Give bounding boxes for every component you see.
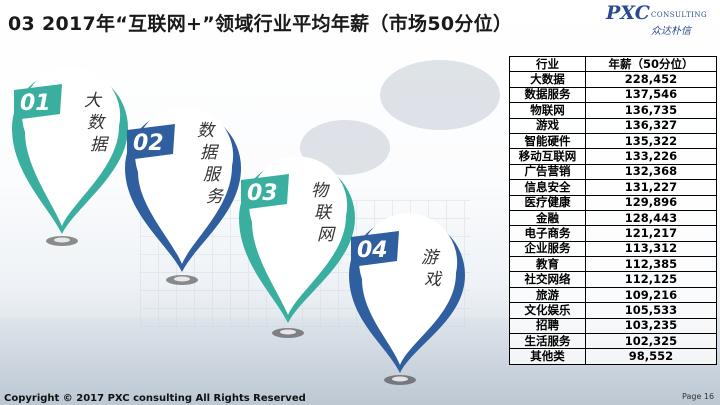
salary-cell: 112,385 — [585, 256, 717, 273]
pin-label-char: 联 — [314, 203, 333, 223]
table-row: 金融 128,443 — [509, 209, 717, 227]
table-row: 医疗健康 129,896 — [509, 194, 717, 211]
pin-label-char: 游 — [421, 248, 441, 268]
industry-cell: 生活服务 — [509, 333, 586, 350]
industry-cell: 医疗健康 — [509, 194, 586, 211]
table-row: 教育 112,385 — [509, 256, 717, 273]
pin-label-char: 据 — [200, 143, 220, 163]
industry-cell: 其他类 — [509, 348, 586, 365]
pin-number: 03 — [247, 181, 278, 206]
salary-cell: 132,368 — [585, 163, 717, 181]
column-header-industry: 行业 — [509, 55, 586, 73]
table-row: 旅游 109,216 — [509, 286, 717, 304]
industry-cell: 金融 — [509, 209, 586, 227]
industry-cell: 社交网络 — [509, 271, 586, 288]
pin-label-char: 网 — [317, 225, 336, 245]
pin-number-badge — [127, 124, 175, 160]
pin-label-char: 戏 — [424, 270, 443, 290]
industry-cell: 文化娱乐 — [509, 302, 586, 319]
industry-cell: 移动互联网 — [509, 148, 586, 165]
table-row: 游戏 136,327 — [509, 117, 717, 134]
copyright-footer: Copyright © 2017 PXC consulting All Righ… — [4, 393, 306, 404]
salary-cell: 128,443 — [585, 209, 717, 227]
pin-number: 04 — [357, 238, 388, 263]
pin-number-badge — [241, 174, 289, 210]
industry-cell: 旅游 — [509, 286, 586, 304]
industry-cell: 招聘 — [509, 317, 586, 335]
salary-cell: 137,546 — [585, 86, 717, 104]
pin-number-badge — [351, 231, 399, 267]
salary-cell: 109,216 — [585, 286, 717, 304]
salary-cell: 113,312 — [585, 240, 717, 258]
pin-number-badge — [14, 84, 62, 120]
industry-cell: 物联网 — [509, 102, 586, 119]
table-row: 电子商务 121,217 — [509, 225, 717, 242]
salary-cell: 103,235 — [585, 317, 717, 335]
pin-label-char: 数 — [197, 121, 216, 141]
pin-03: 03 物联网 — [239, 156, 355, 338]
table-row: 生活服务 102,325 — [509, 333, 717, 350]
industry-cell: 企业服务 — [509, 240, 586, 258]
pin-number: 01 — [20, 91, 51, 116]
pin-label-char: 据 — [90, 135, 110, 155]
salary-cell: 105,533 — [585, 302, 717, 319]
industry-cell: 数据服务 — [509, 86, 586, 104]
salary-cell: 121,217 — [585, 225, 717, 242]
company-logo: PXC CONSULTING 众达朴信 — [606, 2, 718, 37]
logo-chinese-text: 众达朴信 — [651, 26, 691, 37]
pin-shadow-highlight — [54, 237, 70, 243]
table-row: 社交网络 112,125 — [509, 271, 717, 288]
industry-cell: 广告营销 — [509, 163, 586, 181]
column-header-salary: 年薪（50分位） — [585, 55, 717, 73]
salary-cell: 133,226 — [585, 148, 717, 165]
pin-02: 02 数据服务 — [125, 106, 241, 285]
industry-cell: 电子商务 — [509, 225, 586, 242]
table-row: 移动互联网 133,226 — [509, 148, 717, 165]
salary-cell: 131,227 — [585, 179, 717, 196]
table-row: 文化娱乐 105,533 — [509, 302, 717, 319]
salary-cell: 228,452 — [585, 71, 717, 88]
logo-main-text: PXC — [606, 2, 650, 24]
pin-label-char: 物 — [311, 181, 331, 201]
industry-cell: 智能硬件 — [509, 132, 586, 150]
salary-cell: 135,322 — [585, 132, 717, 150]
salary-table: 行业 年薪（50分位） 大数据 228,452 数据服务 137,546 物联网 136,… — [509, 55, 717, 365]
industry-cell: 信息安全 — [509, 179, 586, 196]
pin-label-char: 服 — [203, 165, 222, 185]
table-header-row: 行业 年薪（50分位） — [509, 55, 717, 73]
salary-cell: 136,327 — [585, 117, 717, 134]
table-row: 物联网 136,735 — [509, 102, 717, 119]
pin-shadow-highlight — [392, 376, 408, 382]
salary-cell: 98,552 — [585, 348, 717, 365]
table-row: 数据服务 137,546 — [509, 86, 717, 104]
page-title: 03 2017年“互联网+”领域行业平均年薪（市场50分位） — [8, 13, 513, 35]
table-row: 企业服务 113,312 — [509, 240, 717, 258]
pin-label-char: 数 — [87, 113, 106, 133]
pin-number: 02 — [133, 131, 164, 156]
salary-cell: 129,896 — [585, 194, 717, 211]
pin-shadow-highlight — [280, 329, 296, 335]
logo-sub-text: CONSULTING — [651, 11, 708, 19]
pin-01: 01 大数据 — [12, 66, 128, 246]
table-row: 招聘 103,235 — [509, 317, 717, 335]
salary-cell: 102,325 — [585, 333, 717, 350]
table-row: 信息安全 131,227 — [509, 179, 717, 196]
industry-cell: 大数据 — [509, 71, 586, 88]
page-number: Page 16 — [682, 392, 715, 401]
salary-cell: 112,125 — [585, 271, 717, 288]
pin-04: 04 游戏 — [349, 213, 465, 385]
table-row: 大数据 228,452 — [509, 71, 717, 88]
industry-cell: 教育 — [509, 256, 586, 273]
table-row: 其他类 98,552 — [509, 348, 717, 365]
table-row: 智能硬件 135,322 — [509, 132, 717, 150]
pin-label-char: 大 — [84, 91, 103, 111]
table-row: 广告营销 132,368 — [509, 163, 717, 181]
map-decoration — [380, 60, 500, 130]
industry-cell: 游戏 — [509, 117, 586, 134]
pin-label-char: 务 — [206, 187, 225, 207]
salary-cell: 136,735 — [585, 102, 717, 119]
pin-shadow-highlight — [174, 276, 190, 282]
